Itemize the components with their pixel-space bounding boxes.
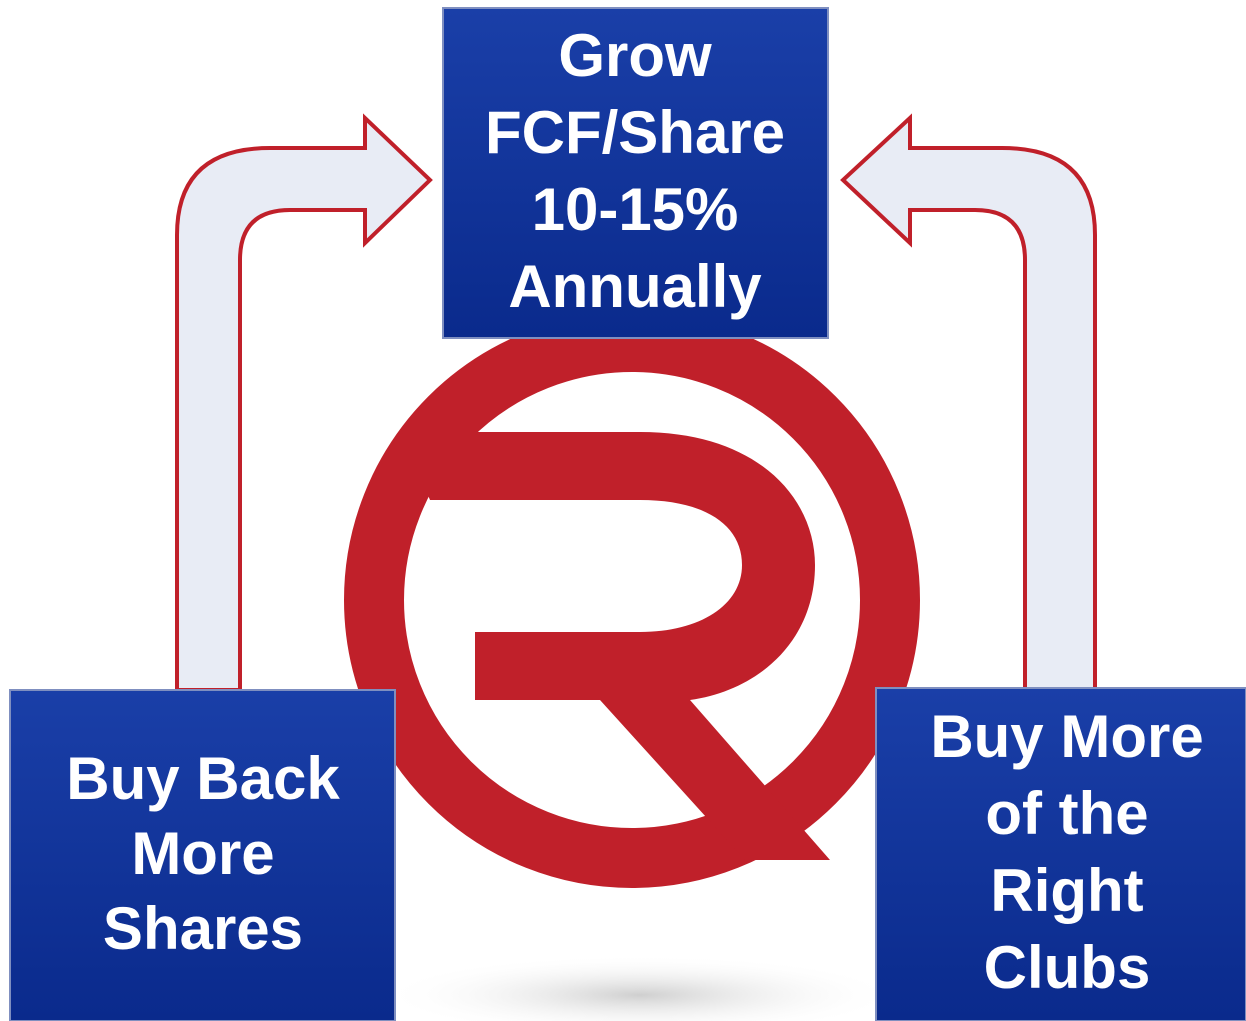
logo-letter [402, 432, 830, 860]
box-label: Shares [103, 895, 303, 962]
box-label: of the [985, 780, 1148, 847]
box-label: Clubs [984, 934, 1151, 1001]
logo-shadow [380, 955, 900, 1021]
box-label: More [131, 820, 274, 887]
box-label: Annually [508, 253, 762, 320]
box-label: FCF/Share [485, 99, 785, 166]
arrow-right [840, 113, 1097, 692]
box-label: 10-15% [532, 176, 739, 243]
box-label: Buy More [930, 703, 1203, 770]
box-label: Right [990, 857, 1143, 924]
labels: Grow FCF/Share 10-15% Annually Buy Back More S… [66, 22, 1203, 1001]
box-label: Grow [558, 22, 712, 89]
box-label: Buy Back [66, 745, 340, 812]
box-top [442, 7, 829, 339]
arrow-left [175, 113, 433, 692]
box-left [9, 689, 396, 1021]
logo-ring [344, 312, 920, 888]
box-right [875, 687, 1246, 1021]
